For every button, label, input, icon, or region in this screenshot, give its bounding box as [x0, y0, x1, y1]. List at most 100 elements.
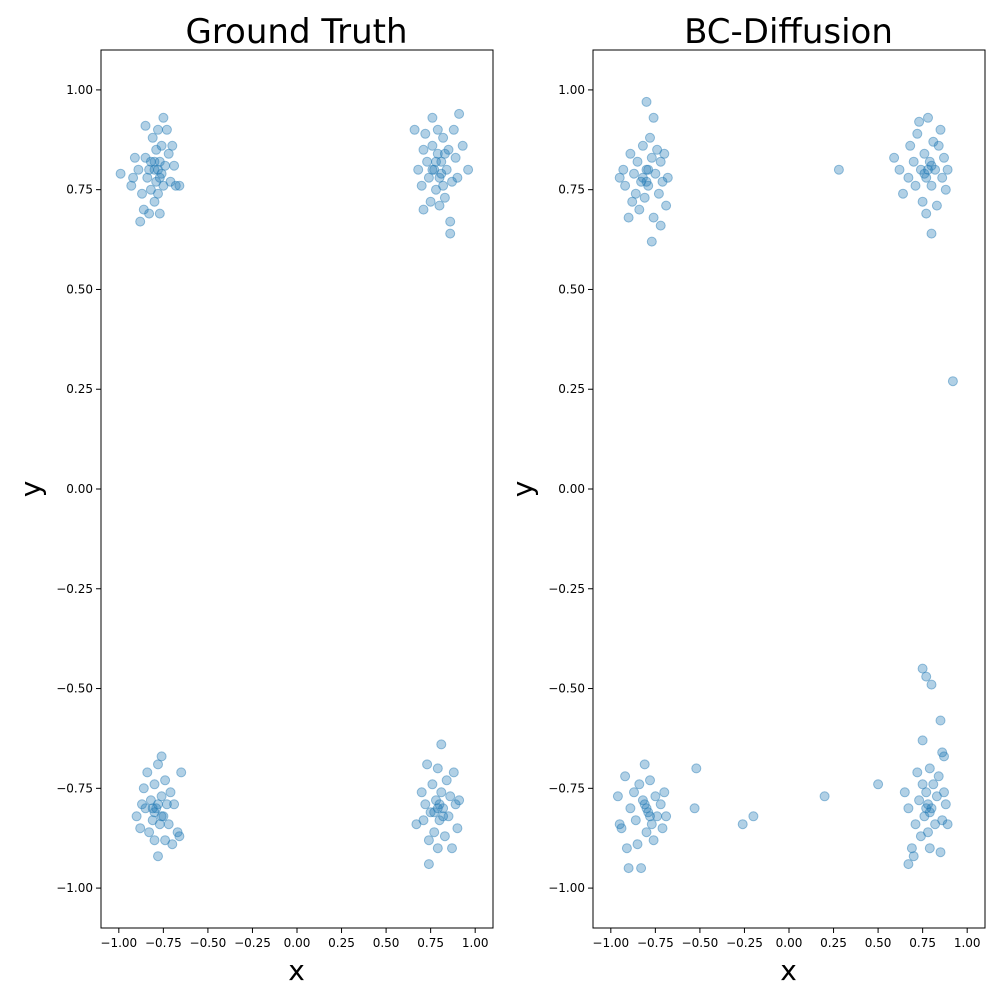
- scatter-point: [912, 767, 923, 778]
- chart-title: Ground Truth: [185, 12, 407, 52]
- scatter-point: [620, 180, 631, 191]
- scatter-point: [161, 124, 172, 135]
- scatter-point: [418, 144, 429, 155]
- scatter-point: [140, 803, 151, 814]
- scatter-point: [939, 787, 949, 798]
- scatter-point: [153, 759, 163, 770]
- scatter-point: [648, 212, 659, 223]
- scatter-point: [933, 771, 944, 782]
- scatter-point: [908, 156, 919, 167]
- scatter-point: [931, 200, 942, 211]
- scatter-point: [659, 787, 670, 798]
- scatter-point: [447, 843, 457, 854]
- scatter-point: [158, 811, 169, 822]
- scatter-point: [947, 376, 958, 387]
- scatter-point: [926, 228, 937, 239]
- scatter-point: [144, 827, 155, 838]
- scatter-point: [153, 164, 163, 175]
- scatter-point: [169, 799, 180, 810]
- scatter-point: [937, 747, 948, 758]
- scatter-point: [450, 152, 461, 163]
- scatter-point: [924, 843, 935, 854]
- scatter-point: [432, 803, 443, 814]
- scatter-point: [645, 811, 655, 822]
- y-tick-label: −0.75: [56, 781, 93, 795]
- scatter-point: [422, 759, 433, 770]
- scatter-point: [691, 763, 702, 774]
- scatter-point: [427, 164, 438, 175]
- scatter-point: [429, 807, 440, 818]
- scatter-point: [156, 791, 167, 802]
- chart-bc-diffusion: BC-Diffusion −1.00 −0.75 −0.50 −0.25 0.00 0.2…: [506, 12, 986, 987]
- scatter-point: [903, 172, 914, 183]
- scatter-point: [413, 164, 424, 175]
- scatter-point: [174, 180, 185, 191]
- scatter-point: [153, 124, 163, 135]
- scatter-point: [919, 148, 930, 159]
- scatter-point: [939, 152, 949, 163]
- x-tick-label: 0.75: [417, 936, 444, 950]
- scatter-point: [873, 779, 884, 790]
- scatter-point: [942, 164, 953, 175]
- scatter-point: [662, 172, 673, 183]
- scatter-point: [894, 164, 905, 175]
- scatter-point: [154, 208, 165, 219]
- scatter-point: [147, 815, 158, 826]
- scatter-point: [153, 851, 163, 862]
- scatter-point: [634, 779, 645, 790]
- scatter-point: [923, 827, 933, 838]
- scatter-point: [923, 799, 933, 810]
- scatter-point: [163, 819, 174, 830]
- scatter-point: [151, 144, 162, 155]
- scatter-point: [165, 176, 176, 187]
- scatter-point: [457, 140, 468, 151]
- scatter-point: [646, 819, 657, 830]
- scatter-point: [917, 735, 928, 746]
- scatter-point: [935, 847, 946, 858]
- x-tick-label: −1.00: [100, 936, 137, 950]
- scatter-point: [137, 799, 147, 810]
- scatter-point: [423, 859, 434, 870]
- scatter-point: [906, 843, 917, 854]
- scatter-point: [133, 164, 144, 175]
- scatter-point: [436, 156, 447, 167]
- scatter-point: [645, 775, 655, 786]
- scatter-point: [165, 787, 176, 798]
- scatter-point: [921, 671, 932, 682]
- scatter-point: [652, 811, 663, 822]
- scatter-points: [612, 96, 958, 874]
- scatter-point: [436, 168, 447, 179]
- scatter-point: [439, 148, 450, 159]
- scatter-point: [431, 795, 441, 806]
- scatter-point: [163, 148, 174, 159]
- scatter-point: [463, 164, 474, 175]
- scatter-point: [652, 144, 663, 155]
- scatter-point: [409, 124, 420, 135]
- scatter-point: [156, 140, 167, 151]
- scatter-point: [915, 831, 926, 842]
- scatter-point: [151, 803, 162, 814]
- x-tick-label: −0.75: [145, 936, 182, 950]
- scatter-point: [614, 172, 625, 183]
- scatter-point: [898, 188, 908, 199]
- scatter-point: [445, 791, 456, 802]
- scatter-point: [940, 184, 951, 195]
- scatter-point: [926, 160, 937, 171]
- scatter-point: [639, 759, 650, 770]
- scatter-point: [138, 783, 149, 794]
- scatter-point: [910, 819, 921, 830]
- scatter-point: [620, 771, 631, 782]
- scatter-point: [436, 787, 447, 798]
- scatter-point: [137, 188, 147, 199]
- scatter-point: [420, 799, 431, 810]
- y-tick-label: −0.75: [548, 781, 585, 795]
- scatter-point: [639, 799, 650, 810]
- scatter-point: [115, 168, 126, 179]
- scatter-point: [646, 236, 657, 247]
- scatter-point: [903, 859, 914, 870]
- x-tick-label: −0.25: [726, 936, 763, 950]
- x-tick-label: 0.00: [776, 936, 803, 950]
- y-tick-label: −0.50: [548, 682, 585, 696]
- scatter-point: [423, 172, 434, 183]
